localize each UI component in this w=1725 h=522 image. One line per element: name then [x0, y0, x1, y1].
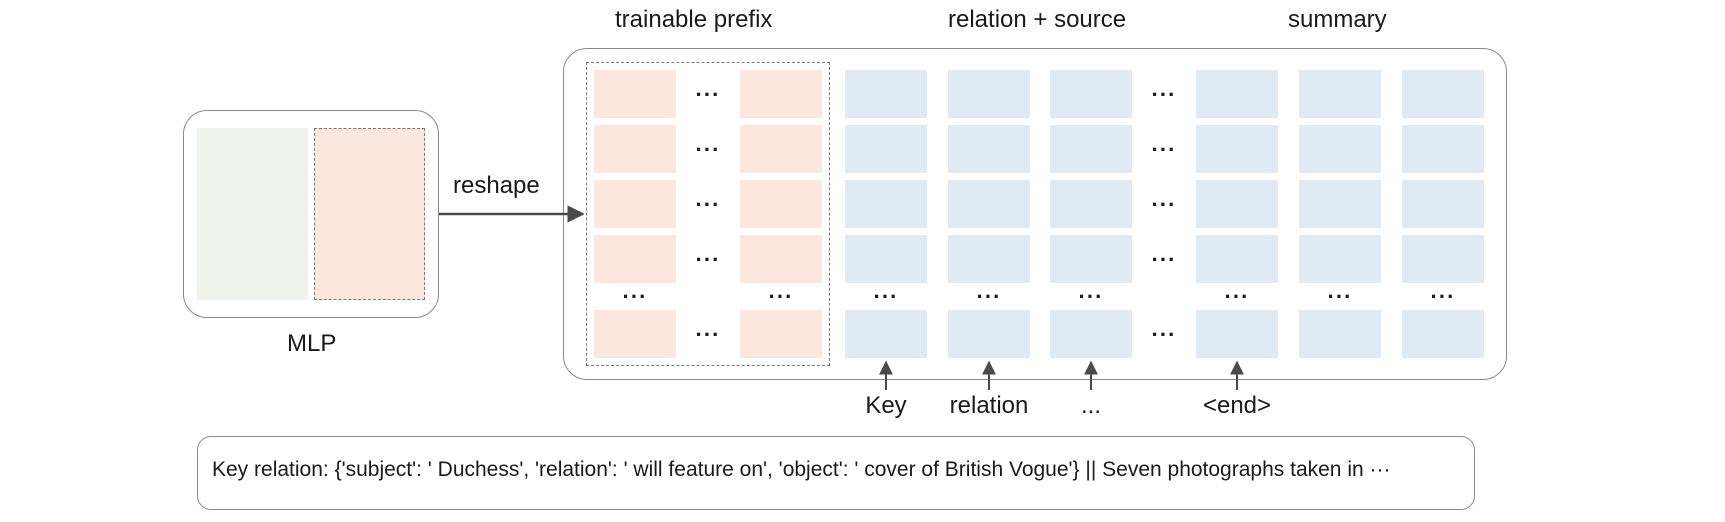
ellipsis: ···	[695, 192, 721, 217]
prefix-cell	[740, 70, 822, 118]
ellipsis: ···	[1224, 284, 1250, 309]
ellipsis: ···	[695, 137, 721, 162]
ellipsis: ···	[768, 284, 794, 309]
source-cell	[845, 235, 927, 283]
source-cell	[1050, 235, 1132, 283]
mlp-label: MLP	[287, 330, 337, 357]
summary-cell	[1402, 180, 1484, 228]
prefix-cell	[740, 180, 822, 228]
ellipsis: ···	[1151, 82, 1177, 107]
ellipsis: ···	[976, 284, 1002, 309]
source-cell	[948, 180, 1030, 228]
ellipsis: ···	[1078, 284, 1104, 309]
ellipsis: ···	[1327, 284, 1353, 309]
input-end-label: <end>	[1202, 392, 1272, 419]
ellipsis: ···	[1151, 322, 1177, 347]
ellipsis: ···	[622, 284, 648, 309]
mlp-right-block	[314, 128, 425, 300]
summary-cell	[1196, 180, 1278, 228]
prefix-cell	[740, 310, 822, 358]
header-summary: summary	[1288, 6, 1387, 33]
source-cell	[1050, 70, 1132, 118]
header-trainable-prefix: trainable prefix	[615, 6, 773, 33]
summary-cell	[1196, 310, 1278, 358]
source-cell	[1050, 180, 1132, 228]
reshape-label: reshape	[453, 172, 540, 199]
ellipsis: ···	[1430, 284, 1456, 309]
ellipsis: ···	[695, 247, 721, 272]
source-cell	[845, 125, 927, 173]
source-cell	[1050, 310, 1132, 358]
summary-cell	[1196, 70, 1278, 118]
summary-cell	[1402, 235, 1484, 283]
source-cell	[948, 70, 1030, 118]
summary-cell	[1196, 125, 1278, 173]
summary-cell	[1299, 180, 1381, 228]
summary-cell	[1299, 125, 1381, 173]
summary-cell	[1402, 70, 1484, 118]
mlp-prefix-outline	[314, 128, 425, 300]
summary-cell	[1402, 125, 1484, 173]
prefix-cell	[594, 235, 676, 283]
source-cell	[845, 70, 927, 118]
input-relation-label: relation	[949, 392, 1029, 419]
summary-cell	[1299, 70, 1381, 118]
input-key-label: Key	[865, 392, 907, 419]
prefix-cell	[740, 235, 822, 283]
header-relation-source: relation + source	[948, 6, 1127, 33]
source-cell	[948, 125, 1030, 173]
prefix-cell	[594, 125, 676, 173]
summary-cell	[1299, 235, 1381, 283]
prefix-cell	[594, 180, 676, 228]
source-cell	[948, 310, 1030, 358]
example-input-text: Key relation: {'subject': ' Duchess', 'r…	[212, 458, 1391, 481]
source-cell	[845, 180, 927, 228]
ellipsis: ···	[695, 82, 721, 107]
prefix-cell	[594, 70, 676, 118]
summary-cell	[1196, 235, 1278, 283]
prefix-cell	[594, 310, 676, 358]
source-cell	[948, 235, 1030, 283]
ellipsis: ···	[1151, 247, 1177, 272]
source-cell	[845, 310, 927, 358]
summary-cell	[1402, 310, 1484, 358]
trainable-prefix-outline	[586, 62, 830, 366]
ellipsis: ···	[1151, 192, 1177, 217]
mlp-left-block	[197, 128, 308, 300]
summary-cell	[1299, 310, 1381, 358]
ellipsis: ···	[873, 284, 899, 309]
ellipsis: ···	[1151, 137, 1177, 162]
example-input-box	[197, 436, 1475, 510]
prefix-cell	[740, 125, 822, 173]
source-cell	[1050, 125, 1132, 173]
ellipsis: ···	[695, 322, 721, 347]
input-more-label: ...	[1080, 392, 1101, 419]
